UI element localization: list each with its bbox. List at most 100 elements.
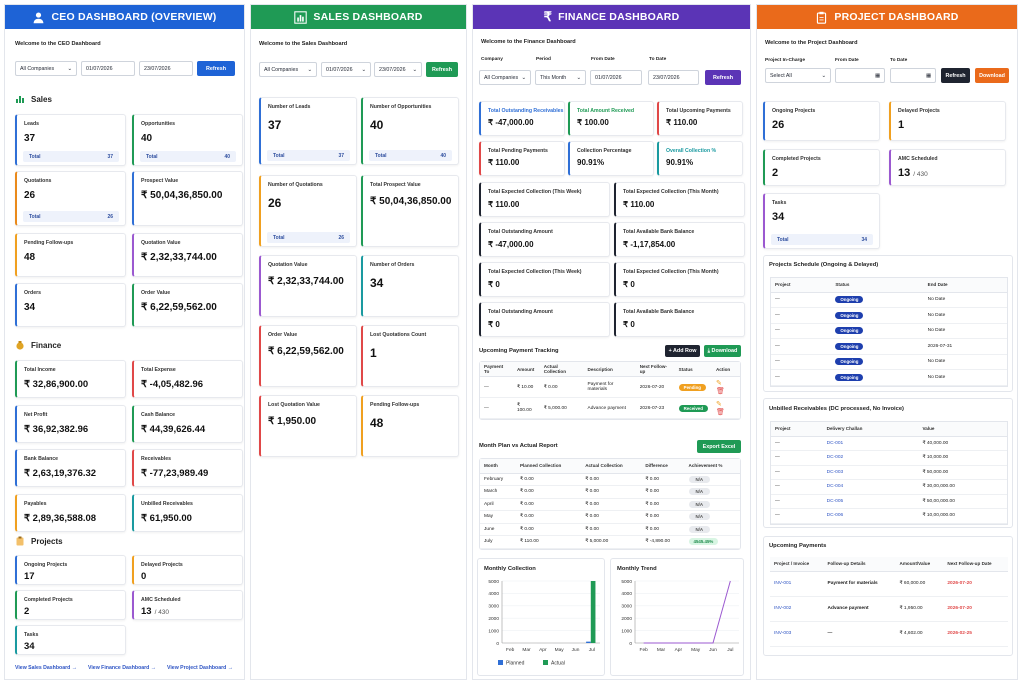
metric-label: Total Expected Collection (This Month) <box>623 189 719 195</box>
cell-project: — <box>771 369 832 386</box>
metric-value: ₹ 110.00 <box>666 118 697 127</box>
cell-project: — <box>771 479 823 495</box>
metric-value-text: 48 <box>24 252 36 263</box>
view-project-link[interactable]: View Project Dashboard → <box>167 665 233 671</box>
finance-period-select[interactable]: This Month ⌄ <box>535 70 586 85</box>
project-refresh-button[interactable]: Refresh <box>941 68 970 83</box>
metric-value-text: 13 <box>898 167 911 179</box>
sales-company-select[interactable]: All Companies ⌄ <box>259 62 317 77</box>
cell-a: ₹ 0.00 <box>581 498 642 511</box>
metric-card: Total Pending Payments ₹ 110.00 <box>479 141 565 176</box>
delete-icon[interactable]: 🗑 <box>715 409 725 416</box>
cell-project: — <box>771 323 832 339</box>
project-pic-select[interactable]: Select All ⌄ <box>765 68 831 83</box>
add-row-button[interactable]: + Add Row <box>665 345 700 357</box>
cell-pct: 4545.45% <box>684 535 740 549</box>
project-from-date[interactable]: ▦ <box>835 68 885 83</box>
finance-from-date[interactable]: 01/07/2026 <box>590 70 642 85</box>
project-pic-value: Select All <box>770 72 792 79</box>
delivery-challan-link[interactable]: DC-005 <box>822 494 919 509</box>
metric-card: Total Outstanding Receivables ₹ -47,000.0… <box>479 101 565 136</box>
finance-company-value: All Companies <box>484 74 519 81</box>
metric-value: 26 <box>24 190 35 201</box>
cell-value: ₹ 10,000.00 <box>918 450 1007 466</box>
edit-icon[interactable]: ✎ <box>715 401 722 408</box>
invoice-link[interactable]: INV-001 <box>770 571 824 597</box>
edit-icon[interactable]: ✎ <box>715 380 722 387</box>
ceo-from-date[interactable]: 01/07/2026 <box>81 61 135 76</box>
metric-value-text: 0 <box>141 571 147 582</box>
cell-d: ₹ 0.00 <box>641 485 685 499</box>
metric-value: ₹ 2,89,36,588.08 <box>24 513 96 524</box>
metric-label: Total Income <box>24 367 56 373</box>
delivery-challan-link[interactable]: DC-002 <box>822 450 919 466</box>
metric-card: Number of Opportunities 40 Total 40 <box>361 97 459 165</box>
unbilled-header-row: Project Delivery Challan Value <box>771 422 1007 437</box>
delete-icon[interactable]: 🗑 <box>715 388 725 395</box>
delivery-challan-link[interactable]: DC-001 <box>822 436 919 451</box>
metric-value: ₹ 110.00 <box>488 200 519 209</box>
view-sales-link[interactable]: View Sales Dashboard → <box>15 665 77 671</box>
finance-to-date[interactable]: 23/07/2026 <box>648 70 699 85</box>
schedule-title: Projects Schedule (Ongoing & Delayed) <box>769 262 879 268</box>
cell-project: — <box>771 307 832 324</box>
metric-card: Net Profit ₹ 36,92,382.96 <box>15 404 126 443</box>
cell-a: ₹ 0.00 <box>581 473 642 486</box>
legend-label: Planned <box>506 661 525 667</box>
download-button[interactable]: ⤓ Download <box>704 345 741 357</box>
delivery-challan-link[interactable]: DC-006 <box>822 508 919 524</box>
legend-swatch <box>498 660 503 665</box>
finance-company-select[interactable]: All Companies ⌄ <box>479 70 531 85</box>
invoice-link[interactable]: INV-003 <box>770 621 824 647</box>
cell-project: — <box>771 465 823 480</box>
delivery-challan-link[interactable]: DC-003 <box>822 465 919 480</box>
metric-value-text: 2 <box>772 167 779 179</box>
upcoming-header-row: Project / Invoice Follow-up Details Amount… <box>770 557 1008 572</box>
sales-from-date[interactable]: 01/07/2026 ⌄ <box>321 62 371 77</box>
column-header: Actual Collection <box>539 362 584 377</box>
project-download-button[interactable]: Download <box>975 68 1009 83</box>
metric-card: Order Value ₹ 6,22,59,562.00 <box>259 325 357 387</box>
finance-welcome: Welcome to the Finance Dashboard <box>481 39 576 45</box>
metric-value: 34 <box>370 276 383 290</box>
invoice-link[interactable]: INV-002 <box>770 596 824 622</box>
metric-label: Total Expected Collection (This Week) <box>488 189 582 195</box>
metric-value: ₹ 0 <box>623 320 635 329</box>
metric-value: ₹ 2,63,19,376.32 <box>24 468 96 479</box>
ceo-to-date[interactable]: 23/07/2026 <box>139 61 193 76</box>
clipboard-icon <box>817 11 827 24</box>
table-row: — DC-001 ₹ 40,000.00 <box>771 436 1007 451</box>
metric-card: Pending Follow-ups 48 <box>361 395 459 457</box>
ceo-company-select[interactable]: All Companies ⌄ <box>15 61 77 76</box>
cell-value: ₹ 50,000.00 <box>918 465 1007 480</box>
metric-label: Lost Quotations Count <box>370 332 427 338</box>
finance-from-value: 01/07/2026 <box>595 74 622 81</box>
cell-a: ₹ 5,000.00 <box>581 535 642 549</box>
ceo-refresh-button[interactable]: Refresh <box>197 61 235 76</box>
sales-to-date[interactable]: 23/07/2026 ⌄ <box>374 62 422 77</box>
finance-section-label: Finance <box>31 340 62 350</box>
view-finance-link[interactable]: View Finance Dashboard → <box>88 665 156 671</box>
metric-value: ₹ 0 <box>623 280 635 289</box>
table-row: March ₹ 0.00 ₹ 0.00 ₹ 0.00 N/A <box>480 485 740 499</box>
cell-project: — <box>771 494 823 509</box>
project-to-date[interactable]: ▦ <box>890 68 936 83</box>
y-tick-label: 4000 <box>621 591 632 597</box>
table-row: INV-001 Payment for materials ₹ 60,000.00 2… <box>770 571 1008 597</box>
sales-panel: SALES DASHBOARD Welcome to the Sales Das… <box>250 4 467 680</box>
plan-header-row: Month Planned Collection Actual Collection… <box>480 459 740 474</box>
metric-card: Total Income ₹ 32,86,900.00 <box>15 360 126 398</box>
sales-refresh-button[interactable]: Refresh <box>426 62 458 77</box>
metric-value-text: ₹ 0 <box>488 280 500 289</box>
column-header: Amount <box>512 362 540 377</box>
cell-value: ₹ 50,00,000.00 <box>918 494 1007 509</box>
finance-panel: ₹ FINANCE DASHBOARD Welcome to the Finan… <box>472 4 751 680</box>
cell-m: March <box>480 485 516 499</box>
delivery-challan-link[interactable]: DC-004 <box>822 479 919 495</box>
total-label: Total <box>273 234 285 241</box>
export-excel-button[interactable]: Export Excel <box>697 440 741 453</box>
total-bar: Total 37 <box>267 150 350 161</box>
project-to-label: To Date <box>890 58 908 63</box>
cell-amount: ₹ 10.00 <box>512 376 540 398</box>
finance-refresh-button[interactable]: Refresh <box>705 70 741 85</box>
